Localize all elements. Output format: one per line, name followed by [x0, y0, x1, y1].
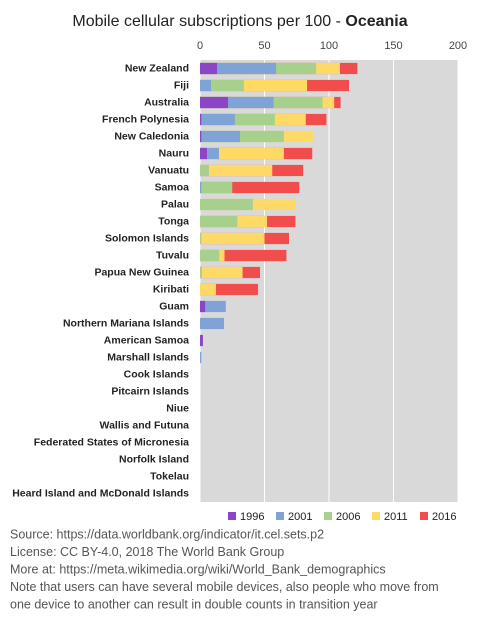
y-tick-label: Nauru [159, 147, 189, 159]
bar [200, 79, 308, 92]
bar [200, 266, 202, 279]
legend-swatch [324, 512, 332, 520]
x-tick-label: 200 [449, 40, 467, 52]
chart-title: Mobile cellular subscriptions per 100 - … [72, 13, 407, 30]
bar [200, 181, 233, 194]
bar [200, 96, 228, 109]
bar [200, 334, 203, 347]
bar [200, 113, 235, 126]
legend-label: 2016 [432, 511, 456, 523]
title-bold: Oceania [345, 13, 407, 30]
y-tick-label: Solomon Islands [105, 232, 189, 244]
y-tick-label: Tonga [158, 215, 189, 227]
bar [200, 79, 211, 92]
y-tick-label: Samoa [155, 181, 190, 193]
y-tick-label: Norfolk Island [119, 453, 189, 465]
note: one device to another can result in doub… [10, 597, 378, 611]
y-tick-label: Federated States of Micronesia [34, 436, 189, 448]
bar [200, 283, 259, 296]
y-tick-label: Tuvalu [156, 249, 189, 261]
bar [200, 317, 224, 330]
note: License: CC BY-4.0, 2018 The World Bank … [10, 545, 284, 559]
legend-swatch [228, 512, 236, 520]
legend-label: 1996 [240, 511, 264, 523]
legend-label: 2006 [336, 511, 360, 523]
bar [200, 351, 202, 364]
y-tick-label: French Polynesia [102, 113, 189, 125]
bar [200, 130, 240, 143]
bar [200, 249, 287, 262]
bar [200, 62, 277, 75]
bar [200, 113, 275, 126]
bar [200, 164, 210, 177]
y-tick-label: Heard Island and McDonald Islands [12, 487, 189, 499]
bar [200, 164, 273, 177]
note: Note that users can have several mobile … [10, 580, 439, 594]
bar [200, 147, 207, 160]
bar [200, 130, 202, 143]
y-tick-label: Cook Islands [124, 368, 190, 380]
legend-swatch [276, 512, 284, 520]
bar [200, 249, 220, 262]
bar [200, 215, 238, 228]
y-tick-label: Marshall Islands [107, 351, 189, 363]
y-tick-label: Papua New Guinea [94, 266, 189, 278]
y-tick-label: New Zealand [125, 62, 189, 74]
y-tick-label: American Samoa [104, 334, 189, 346]
bar [200, 62, 218, 75]
x-tick-label: 0 [197, 40, 203, 52]
y-tick-label: Australia [144, 96, 189, 108]
bar [200, 130, 284, 143]
y-tick-label: Northern Mariana Islands [63, 317, 189, 329]
bar [200, 96, 274, 109]
bar [200, 283, 216, 296]
note: Source: https://data.worldbank.org/indic… [10, 527, 324, 541]
bar [200, 79, 244, 92]
y-tick-label: Vanuatu [148, 164, 189, 176]
bar [200, 198, 253, 211]
y-tick-label: Kiribati [153, 283, 189, 295]
y-tick-label: Wallis and Futuna [100, 419, 190, 431]
bar [200, 300, 206, 313]
title-text: Mobile cellular subscriptions per 100 - [72, 13, 345, 30]
legend-label: 2011 [384, 511, 408, 523]
bar [200, 232, 202, 245]
bar [200, 232, 265, 245]
legend-swatch [420, 512, 428, 520]
y-tick-label: Palau [161, 198, 189, 210]
y-tick-label: Niue [166, 402, 189, 414]
bar [200, 300, 226, 313]
x-tick-label: 150 [384, 40, 402, 52]
bar [200, 113, 202, 126]
bar [200, 181, 300, 194]
legend-label: 2001 [288, 511, 312, 523]
bar [200, 266, 243, 279]
y-tick-label: Fiji [174, 79, 189, 91]
bar [200, 147, 284, 160]
x-tick-label: 100 [320, 40, 338, 52]
note: More at: https://meta.wikimedia.org/wiki… [10, 562, 386, 576]
bar [200, 181, 202, 194]
x-tick-label: 50 [258, 40, 270, 52]
y-tick-label: Guam [159, 300, 189, 312]
y-tick-label: New Caledonia [114, 130, 189, 142]
y-tick-label: Tokelau [150, 470, 189, 482]
legend-swatch [372, 512, 380, 520]
y-tick-label: Pitcairn Islands [111, 385, 189, 397]
bar [200, 147, 219, 160]
